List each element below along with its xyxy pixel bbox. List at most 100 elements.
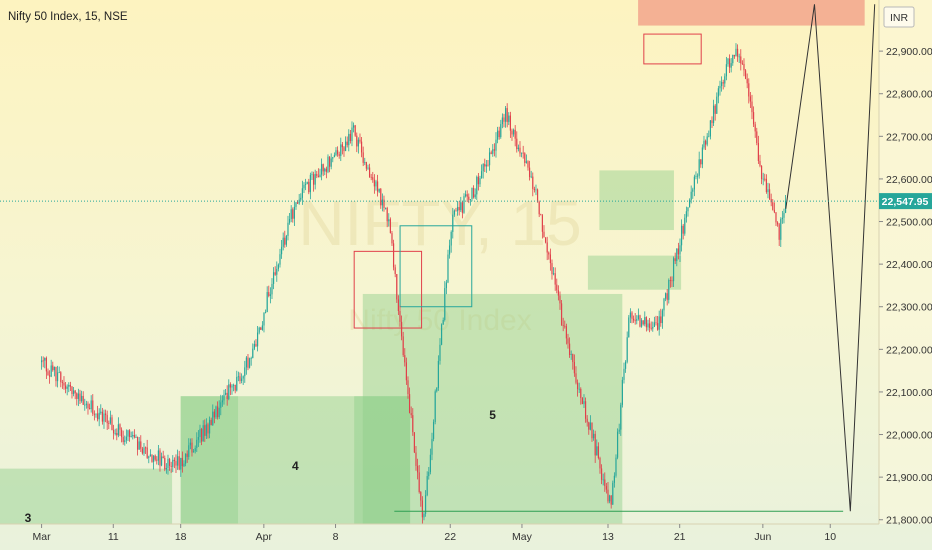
candle-body [527,161,529,168]
candle-body [260,327,262,330]
candle-body [714,105,716,114]
candle-body [138,441,140,450]
candle-body [612,482,614,505]
candle-body [156,459,158,461]
candle-body [404,355,406,363]
candle-body [624,361,627,369]
candle-body [764,178,766,180]
candle-body [104,413,107,416]
candle-body [736,48,739,57]
candle-body [250,357,252,359]
candle-body [535,189,537,191]
candle-body [628,317,630,338]
candle-body [375,181,377,187]
candle-body [461,202,463,213]
candle-body [716,96,718,114]
rectangle-drawing [353,250,423,329]
candle-body [584,401,587,419]
candle-body [242,376,244,379]
candle-body [434,391,436,422]
candle-body [668,280,670,300]
candle-body [410,413,412,416]
candle-body [495,139,497,151]
candle-body [610,495,612,505]
candle-body [719,86,721,89]
candle-body [514,129,516,139]
candle-body [325,168,327,172]
candle-body [655,322,657,324]
candle-body [381,199,383,206]
candle-body [536,189,539,202]
candle-body [120,429,123,438]
time-axis[interactable]: Mar 11 18 Apr 8 22 May 13 21 Jun 10 [33,524,837,543]
candle-body [696,175,699,177]
candle-body [724,76,726,84]
candle-body [103,413,105,422]
candle-body [767,189,769,193]
candle-body [517,147,519,150]
candle-body [159,450,161,466]
candle-body [271,283,273,295]
candle-body [47,371,49,376]
candle-body [428,472,430,477]
price-tick-label: 21,900.00 [886,472,932,484]
candle-body [532,176,534,189]
candle-body [732,54,734,64]
candle-body [288,219,291,223]
candle-body [570,354,572,355]
candle-body [140,441,142,449]
candle-body [564,325,566,327]
candle-body [557,290,559,296]
candle-body [416,465,419,473]
candle-body [704,140,707,145]
price-axis-panel[interactable] [879,0,932,524]
candle-body [124,440,126,443]
price-tick-label: 22,900.00 [886,46,932,58]
candle-body [586,418,588,423]
candle-body [88,408,91,410]
candle-body [408,394,411,414]
candle-body [748,83,750,97]
candle-body [109,417,111,424]
price-axis: 22,900.00 22,800.00 22,700.00 22,600.00 22,5… [879,46,932,527]
candle-body [604,479,606,487]
candle-body [151,454,153,462]
candle-body [701,147,703,165]
candle-body [303,184,305,189]
candle-body [348,133,350,146]
time-tick-label: 21 [674,531,686,543]
candle-body [48,375,51,377]
candle-body [588,422,590,430]
candle-body [533,188,535,190]
candle-body [220,402,222,408]
candle-body [346,141,348,146]
candle-body [247,357,249,368]
candle-body [752,112,755,125]
candle-body [252,348,254,358]
candle-body [79,393,81,402]
candle-body [64,385,67,389]
candle-body [244,367,246,377]
candle-body [400,321,403,337]
currency-button[interactable] [883,6,915,28]
candle-body [621,379,623,405]
candle-body [711,120,713,124]
candle-body [317,175,319,178]
candle-body [45,357,47,372]
candle-body [709,120,711,137]
candle-body [698,159,700,176]
candle-body [420,492,422,501]
candle-body [778,224,780,240]
demand-zone [599,170,674,231]
candle-body [148,456,150,458]
candle-body [693,176,695,190]
candle-body [560,303,563,326]
candle-body [692,189,694,192]
candle-body [160,456,163,466]
symbol-title[interactable]: Nifty 50 Index, 15, NSE [8,11,128,23]
time-tick-label: Mar [33,531,52,543]
candle-body [384,207,387,209]
candle-body [589,422,591,430]
candle-body [42,360,44,362]
